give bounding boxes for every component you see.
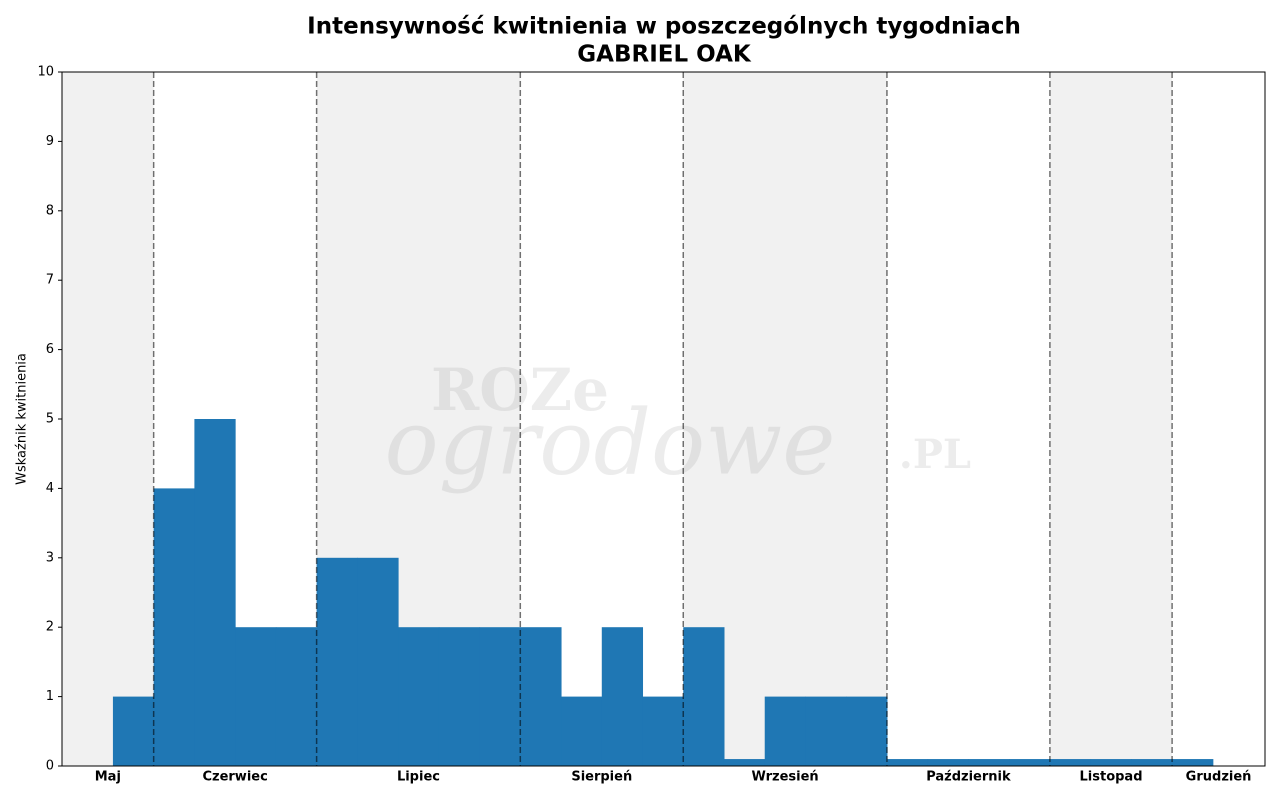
bar <box>520 627 562 766</box>
y-tick-label: 1 <box>46 689 54 704</box>
month-label: Lipiec <box>397 770 440 785</box>
bar <box>275 627 318 766</box>
bar <box>194 419 236 766</box>
y-tick-label: 7 <box>46 273 54 288</box>
watermark-text: ogrodowe <box>384 390 835 495</box>
month-band <box>1049 72 1173 766</box>
y-tick-label: 5 <box>46 412 54 427</box>
bar <box>438 627 481 766</box>
bar <box>479 627 521 766</box>
month-label: Czerwiec <box>202 770 267 785</box>
bar <box>316 557 358 766</box>
bar <box>1172 759 1214 766</box>
bars <box>112 419 1214 766</box>
y-tick-label: 9 <box>46 134 54 149</box>
bar <box>1131 759 1173 766</box>
watermark-text: .PL <box>899 431 971 478</box>
bar <box>1049 759 1092 766</box>
chart-title: Intensywność kwitnienia w poszczególnych… <box>307 14 1021 40</box>
bar <box>886 759 929 766</box>
month-label: Wrzesień <box>752 770 819 785</box>
bar <box>561 696 603 766</box>
y-tick-label: 8 <box>46 203 54 218</box>
bar <box>927 759 969 766</box>
y-tick-label: 10 <box>37 65 54 80</box>
bar <box>968 759 1010 766</box>
bar <box>153 488 195 766</box>
month-label: Grudzień <box>1186 770 1252 785</box>
bar <box>398 627 440 766</box>
bar <box>723 759 766 766</box>
month-band <box>62 72 154 766</box>
bar <box>601 627 644 766</box>
bar <box>235 627 277 766</box>
bar <box>1090 759 1132 766</box>
bar <box>357 557 399 766</box>
y-tick-label: 3 <box>46 550 54 565</box>
bar <box>683 627 725 766</box>
chart-subtitle: GABRIEL OAK <box>577 42 752 68</box>
bands <box>62 72 1173 766</box>
month-label: Listopad <box>1080 770 1143 785</box>
bar <box>764 696 806 766</box>
overlay <box>152 72 1173 766</box>
bar <box>1009 759 1051 766</box>
month-label: Maj <box>95 770 121 785</box>
month-label: Sierpień <box>571 770 632 785</box>
y-axis-label: Wskaźnik kwitnienia <box>15 353 30 485</box>
month-label: Październik <box>926 770 1011 785</box>
y-tick-label: 2 <box>46 620 54 635</box>
bar <box>112 696 155 766</box>
bar <box>642 696 684 766</box>
bar <box>846 696 888 766</box>
y-tick-label: 4 <box>46 481 54 496</box>
y-tick-label: 0 <box>46 759 54 774</box>
y-tick-label: 6 <box>46 342 54 357</box>
bar <box>805 696 847 766</box>
